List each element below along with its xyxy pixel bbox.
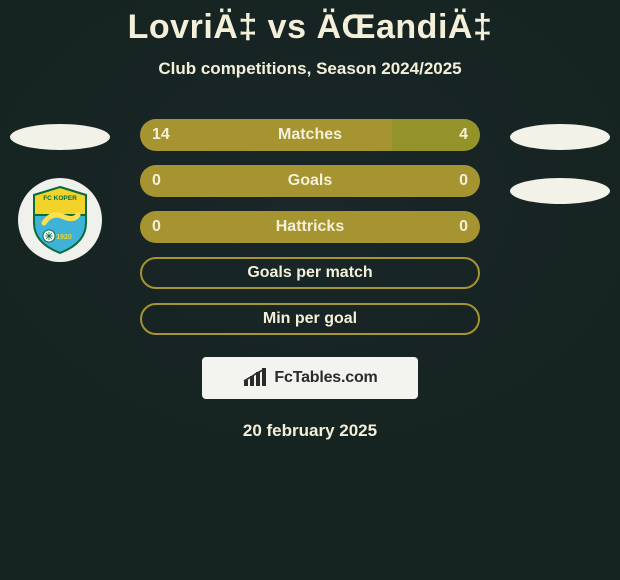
- date-text: 20 february 2025: [0, 421, 620, 441]
- stat-label: Hattricks: [276, 218, 344, 236]
- stat-label: Matches: [278, 126, 342, 144]
- stat-label: Goals per match: [247, 264, 372, 282]
- stat-left-value: 0: [152, 172, 161, 190]
- stat-label: Min per goal: [263, 310, 357, 328]
- stat-row-hattricks: 0 0 Hattricks: [140, 211, 480, 243]
- stat-right-value: 0: [459, 172, 468, 190]
- stat-row-goals: 0 0 Goals: [140, 165, 480, 197]
- bar-chart-icon: [242, 368, 270, 388]
- stat-row-mpg: Min per goal: [140, 303, 480, 335]
- stat-label: Goals: [288, 172, 332, 190]
- stat-row-matches: 14 4 Matches: [140, 119, 480, 151]
- brand-prefix: Fc: [274, 369, 292, 386]
- stat-right-value: 0: [459, 218, 468, 236]
- stat-right-value: 4: [459, 126, 468, 144]
- brand-box: FcTables.com: [202, 357, 418, 399]
- stat-fill-left: [140, 119, 392, 151]
- brand-main: Tables: [293, 369, 341, 386]
- comparison-card: LovriÄ‡ vs ÄŒandiÄ‡ Club competitions, S…: [0, 0, 620, 580]
- page-title: LovriÄ‡ vs ÄŒandiÄ‡: [0, 0, 620, 47]
- stat-rows-region: 14 4 Matches 0 0 Goals 0 0 Hattricks Goals per ma…: [0, 119, 620, 339]
- stat-left-value: 14: [152, 126, 170, 144]
- brand-text: FcTables.com: [274, 369, 377, 387]
- stat-left-value: 0: [152, 218, 161, 236]
- stat-row-gpm: Goals per match: [140, 257, 480, 289]
- page-subtitle: Club competitions, Season 2024/2025: [0, 59, 620, 79]
- brand-suffix: .com: [341, 369, 378, 386]
